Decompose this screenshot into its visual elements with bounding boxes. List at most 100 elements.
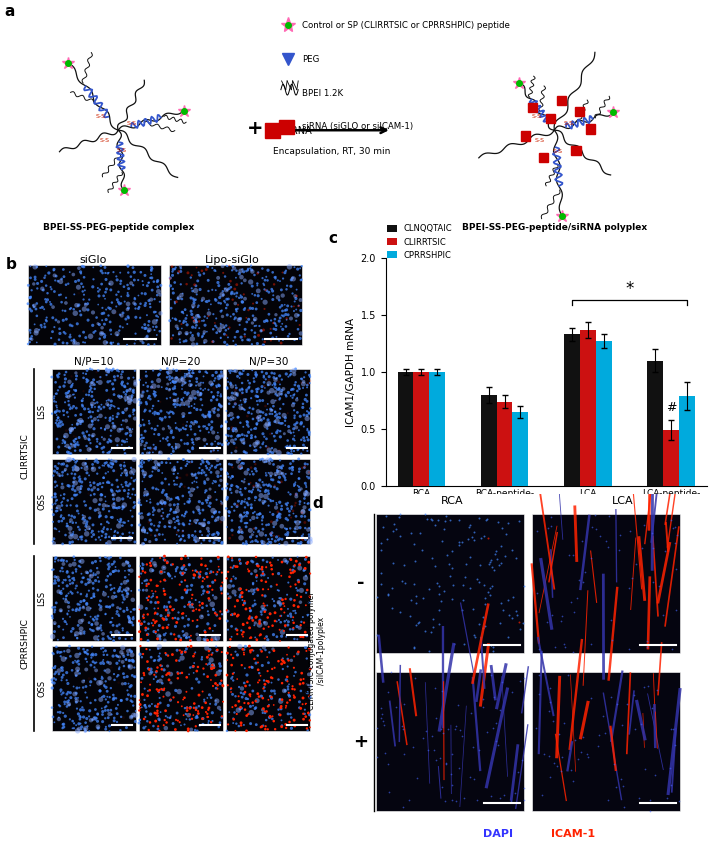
Point xyxy=(298,492,310,506)
Point xyxy=(148,320,159,334)
Point xyxy=(117,454,128,468)
Point xyxy=(25,291,36,304)
Point xyxy=(68,434,80,448)
Point xyxy=(141,279,153,292)
Point xyxy=(128,603,139,617)
Point xyxy=(85,564,97,578)
Point xyxy=(236,497,247,511)
Point xyxy=(56,458,67,471)
Point xyxy=(170,491,182,505)
Point xyxy=(70,408,81,422)
Point xyxy=(50,416,62,430)
Point xyxy=(35,318,47,332)
Point xyxy=(63,445,75,459)
Bar xyxy=(279,120,294,133)
Point xyxy=(250,534,262,548)
Point xyxy=(63,375,75,389)
Point xyxy=(258,412,270,426)
Point xyxy=(67,461,79,475)
Point xyxy=(156,565,167,579)
Point xyxy=(168,474,180,488)
Point xyxy=(179,480,190,494)
Point xyxy=(225,608,236,622)
Point xyxy=(170,713,182,727)
Point xyxy=(247,464,258,478)
Point xyxy=(200,625,211,639)
Point xyxy=(666,642,678,656)
Point xyxy=(191,375,203,389)
Point xyxy=(147,481,159,494)
Point xyxy=(150,626,162,640)
Point xyxy=(127,618,138,632)
Point xyxy=(196,294,208,308)
Point xyxy=(178,409,190,423)
Point xyxy=(166,447,177,461)
Point xyxy=(289,604,301,617)
Point xyxy=(63,570,74,584)
Point xyxy=(241,724,252,738)
Point xyxy=(99,679,110,692)
Point xyxy=(265,558,277,572)
Point xyxy=(86,568,97,582)
Point xyxy=(242,418,253,432)
Point xyxy=(301,586,312,599)
Point xyxy=(377,519,389,533)
Point xyxy=(128,467,139,481)
Point xyxy=(50,459,61,473)
Point xyxy=(138,488,150,502)
Point xyxy=(103,504,115,518)
Point xyxy=(198,533,210,547)
Point xyxy=(273,654,284,668)
Point xyxy=(202,585,213,599)
Point xyxy=(431,576,443,590)
Point xyxy=(249,288,260,302)
Point xyxy=(244,621,255,635)
Point xyxy=(230,445,242,458)
Point xyxy=(219,335,231,349)
Point xyxy=(262,693,274,707)
Point xyxy=(84,573,95,587)
Point xyxy=(188,533,200,547)
Point xyxy=(177,508,188,522)
Point xyxy=(302,433,314,446)
Point xyxy=(137,648,149,661)
Text: Control or SP (CLIRRTSIC or CPRRSHPIC) peptide: Control or SP (CLIRRTSIC or CPRRSHPIC) p… xyxy=(301,21,510,30)
Point xyxy=(194,568,205,581)
Point xyxy=(53,698,65,712)
Point xyxy=(81,662,92,676)
Point xyxy=(196,650,208,664)
Point xyxy=(48,285,60,298)
Point xyxy=(81,587,93,601)
Point xyxy=(128,279,139,292)
Point xyxy=(118,280,130,293)
Point xyxy=(262,417,273,431)
Point xyxy=(288,632,300,646)
Point xyxy=(137,558,149,572)
Point xyxy=(168,397,180,411)
Point xyxy=(85,592,97,605)
Point xyxy=(151,309,162,322)
Point xyxy=(213,398,225,412)
Point xyxy=(670,604,681,617)
Point xyxy=(37,300,48,314)
Point xyxy=(133,716,145,730)
Bar xyxy=(663,430,679,486)
Point xyxy=(190,723,201,737)
Point xyxy=(169,521,181,535)
Point xyxy=(490,547,501,561)
Point xyxy=(164,370,175,384)
Point xyxy=(221,433,233,447)
Point xyxy=(295,618,306,632)
Point xyxy=(125,393,137,407)
Point xyxy=(49,624,61,638)
Point xyxy=(103,393,115,407)
Point xyxy=(273,508,284,522)
Point xyxy=(62,607,74,621)
Point xyxy=(152,642,164,655)
Point xyxy=(126,488,138,501)
Point xyxy=(471,572,482,586)
Point xyxy=(113,423,125,437)
Point xyxy=(61,405,73,419)
Point xyxy=(258,597,270,611)
Point xyxy=(267,642,279,656)
